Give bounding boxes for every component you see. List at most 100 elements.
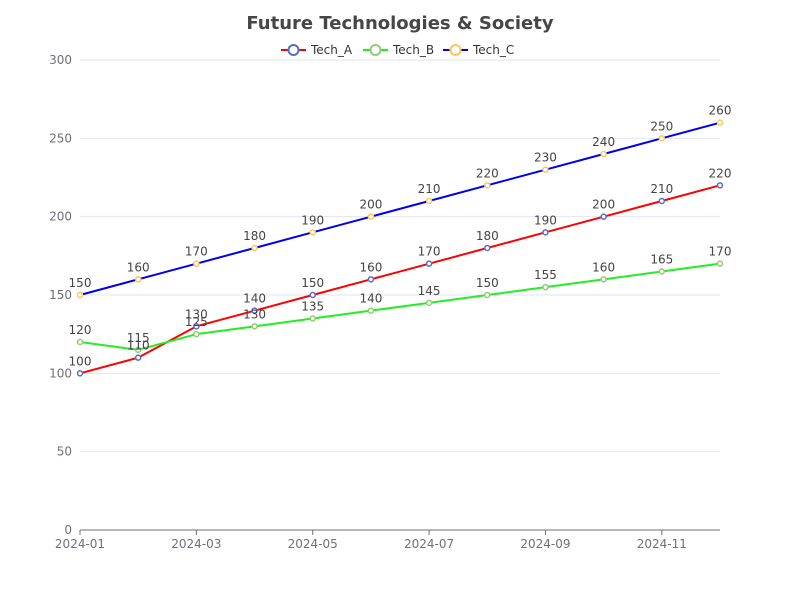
data-label: 150 (476, 276, 499, 290)
data-point[interactable] (367, 307, 375, 314)
grid-lines (80, 59, 720, 453)
data-point[interactable] (484, 244, 491, 252)
legend-item-tech-c[interactable]: Tech_C (443, 43, 514, 57)
x-tick-label: 2024-09 (520, 537, 570, 551)
data-label: 240 (592, 135, 615, 149)
series-line-tech-b (79, 262, 721, 351)
data-point[interactable] (658, 268, 666, 275)
x-tick-label: 2024-01 (55, 537, 105, 551)
x-tick-label: 2024-03 (171, 537, 221, 551)
y-tick-label: 100 (49, 366, 72, 380)
y-tick-label: 250 (49, 131, 72, 145)
x-tick-label: 2024-05 (288, 537, 338, 551)
legend-marker-icon (287, 44, 300, 56)
data-label: 170 (418, 245, 441, 259)
data-point[interactable] (193, 323, 200, 330)
data-point[interactable] (134, 346, 142, 354)
data-label: 115 (127, 331, 150, 345)
data-label: 200 (359, 198, 382, 212)
data-label: 130 (185, 307, 208, 321)
data-point[interactable] (309, 315, 316, 322)
x-tick-label: 2024-07 (404, 537, 454, 551)
data-point[interactable] (76, 370, 84, 377)
data-label: 160 (127, 260, 150, 274)
legend-item-tech-b[interactable]: Tech_B (363, 43, 434, 57)
data-label: 160 (359, 260, 382, 274)
data-label: 210 (418, 182, 441, 196)
data-label: 130 (243, 307, 266, 321)
data-label: 100 (69, 354, 92, 368)
y-tick-label: 200 (49, 210, 72, 224)
data-point[interactable] (716, 260, 724, 267)
y-tick-label: 50 (57, 445, 72, 459)
data-label: 230 (534, 151, 557, 165)
data-point[interactable] (484, 291, 491, 299)
data-label: 145 (418, 284, 441, 298)
data-label: 190 (534, 213, 557, 227)
data-point[interactable] (193, 330, 200, 338)
data-point[interactable] (658, 197, 666, 205)
data-label: 110 (127, 339, 150, 353)
data-label: 120 (69, 323, 92, 337)
data-label: 180 (243, 229, 266, 243)
data-label: 250 (650, 119, 673, 133)
data-label: 170 (185, 245, 208, 259)
data-point[interactable] (484, 182, 491, 189)
data-point[interactable] (542, 283, 549, 291)
data-label: 160 (592, 260, 615, 274)
data-point[interactable] (251, 244, 258, 252)
data-point[interactable] (425, 197, 433, 205)
data-point[interactable] (134, 276, 142, 283)
legend-label: Tech_B (392, 43, 434, 57)
data-label: 125 (185, 315, 208, 329)
data-point[interactable] (716, 182, 724, 189)
data-point[interactable] (193, 260, 200, 267)
legend-label: Tech_C (472, 43, 514, 57)
legend-label: Tech_A (310, 43, 353, 57)
chart-title: Future Technologies & Society (246, 13, 553, 34)
data-point[interactable] (600, 150, 607, 158)
legend-item-tech-a[interactable]: Tech_A (281, 43, 353, 57)
data-point[interactable] (251, 323, 258, 330)
axes: 0 50 100 150 200 250 300 2024-01 2024-03 2024-05 2… (49, 53, 720, 551)
data-point[interactable] (425, 260, 433, 267)
data-label: 220 (476, 166, 499, 180)
data-point[interactable] (658, 135, 666, 142)
data-label: 140 (359, 292, 382, 306)
legend[interactable]: Tech_A Tech_B Tech_C (281, 43, 514, 57)
data-label: 140 (243, 292, 266, 306)
data-point[interactable] (76, 291, 84, 299)
data-point[interactable] (600, 213, 607, 220)
data-label: 180 (476, 229, 499, 243)
series-layer (76, 119, 724, 377)
y-tick-label: 300 (49, 53, 72, 67)
data-point[interactable] (425, 299, 433, 307)
data-labels: 1001101301401501601701801902002102201201… (69, 104, 732, 369)
data-point[interactable] (716, 119, 724, 126)
data-point[interactable] (76, 338, 84, 346)
x-tick-label: 2024-11 (637, 537, 687, 551)
data-point[interactable] (542, 229, 549, 236)
data-point[interactable] (251, 307, 258, 314)
data-point[interactable] (367, 213, 375, 220)
data-point[interactable] (309, 291, 316, 299)
data-point[interactable] (309, 229, 316, 236)
series-line-tech-c (79, 121, 721, 296)
data-label: 150 (69, 276, 92, 290)
data-point[interactable] (600, 276, 607, 283)
data-label: 150 (301, 276, 324, 290)
series-line-tech-a (79, 184, 721, 375)
y-tick-label: 150 (49, 288, 72, 302)
data-label: 200 (592, 198, 615, 212)
data-label: 165 (650, 253, 673, 267)
data-label: 260 (709, 104, 732, 118)
data-point[interactable] (542, 166, 549, 173)
data-point[interactable] (134, 354, 142, 361)
data-label: 210 (650, 182, 673, 196)
data-label: 190 (301, 213, 324, 227)
data-label: 170 (709, 245, 732, 259)
legend-marker-icon (369, 44, 382, 56)
data-point[interactable] (367, 276, 375, 283)
